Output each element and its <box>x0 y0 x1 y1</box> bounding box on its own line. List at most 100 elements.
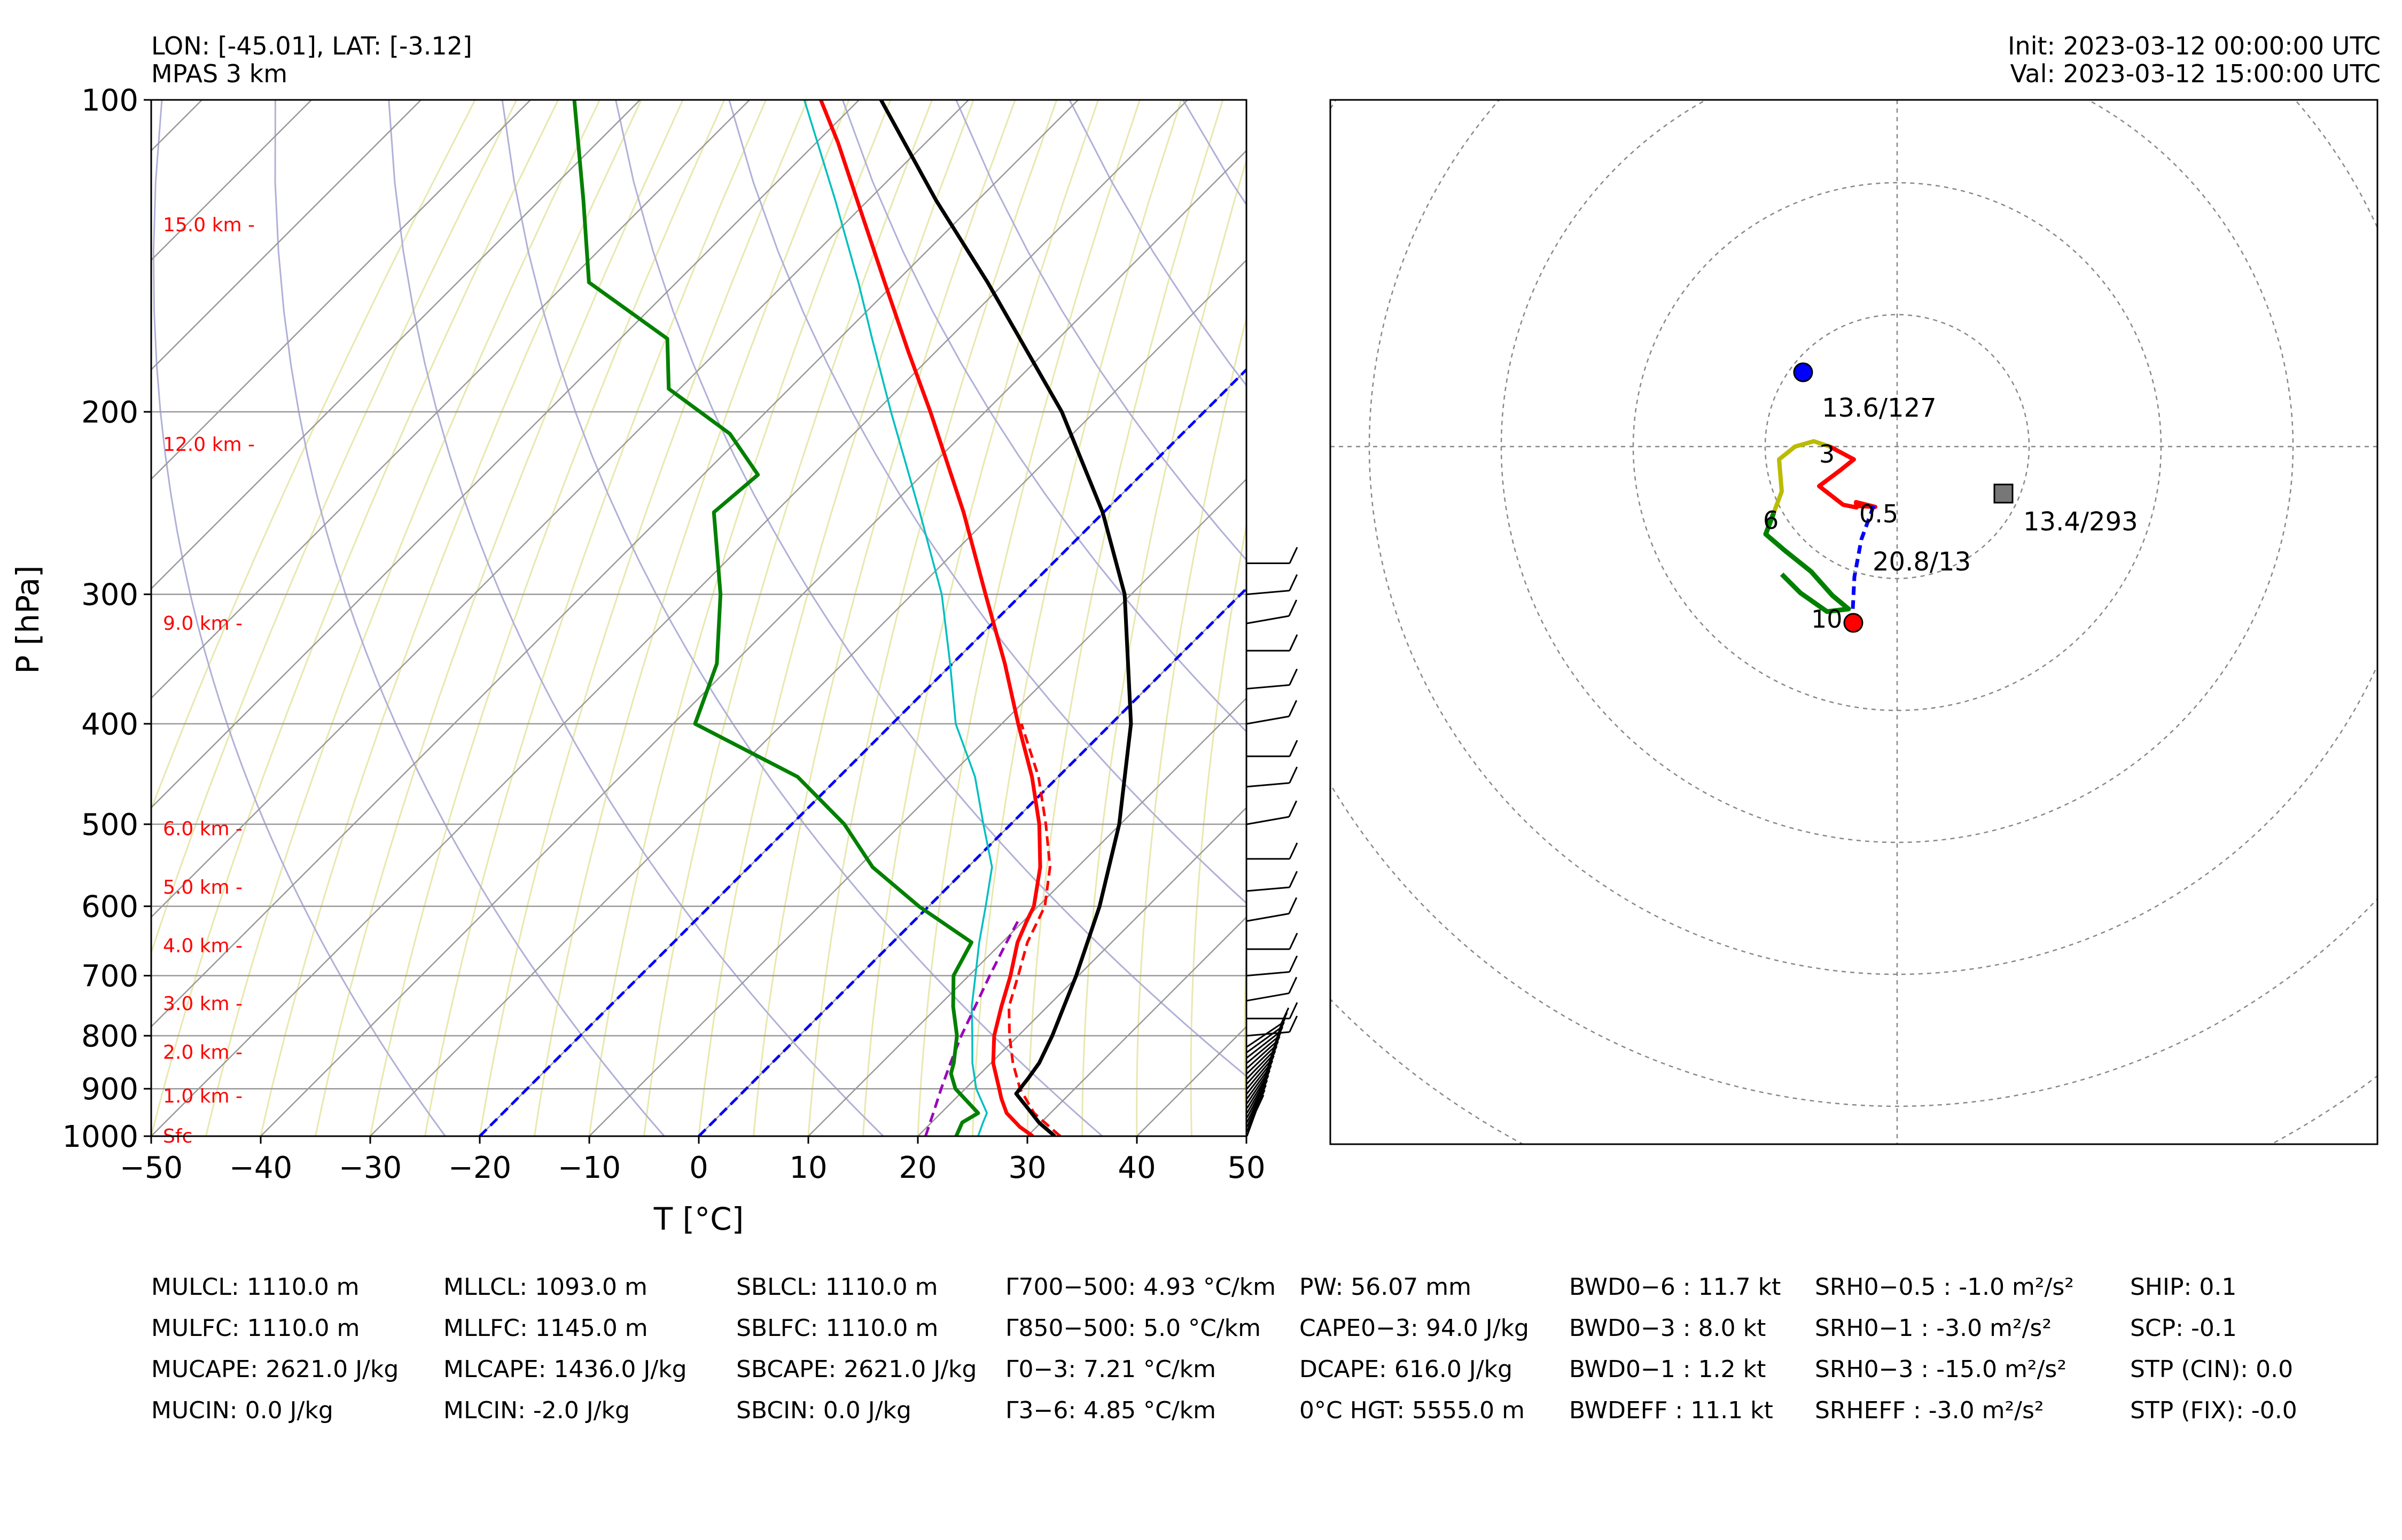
x-tick-label: 20 <box>899 1151 937 1185</box>
x-tick-label: 30 <box>1008 1151 1046 1185</box>
moist-adiabat-line <box>1506 100 1597 1136</box>
y-tick-label: 100 <box>81 83 138 118</box>
index-lapse-3-6: Γ3−6: 4.85 °C/km <box>1005 1397 1216 1424</box>
wind-barb-shaft <box>1246 1057 1272 1084</box>
moist-adiabat-line <box>1351 100 1472 1136</box>
wind-barb-shaft <box>1246 971 1290 976</box>
wind-barb-shaft <box>1246 715 1290 725</box>
hodograph-6-10km-trace <box>1763 512 1851 614</box>
wind-barb-flag <box>1289 634 1298 651</box>
wind-barb-flag <box>1261 1070 1271 1087</box>
indices-column: PW: 56.07 mm CAPE0−3: 94.0 J/kg DCAPE: 6… <box>1299 1271 1529 1436</box>
indices-column: SRH0−0.5 : -1.0 m²/s² SRH0−1 : -3.0 m²/s… <box>1815 1271 2074 1436</box>
wind-barb-flag <box>1259 1080 1268 1097</box>
moist-adiabat-line <box>698 100 974 1136</box>
moist-adiabat-line <box>1190 521 1246 1136</box>
wind-barb-flag <box>1289 574 1298 591</box>
moist-adiabat-line <box>1244 930 1246 1136</box>
dry-adiabat-line <box>1182 100 1246 206</box>
dry-adiabat-line <box>274 100 665 1136</box>
dry-adiabat-line <box>1069 100 1246 387</box>
moist-adiabat-line <box>1026 100 1224 1136</box>
moist-adiabat-line <box>972 100 1182 1136</box>
x-tick-label: −30 <box>339 1151 402 1185</box>
y-tick-label: 500 <box>81 808 138 842</box>
height-label: 2.0 km - <box>163 1042 243 1064</box>
left-mover-marker <box>1793 362 1813 382</box>
height-label: 15.0 km - <box>163 214 255 236</box>
hodograph-3-6km-trace <box>1772 439 1831 514</box>
wind-barb-shaft <box>1246 1031 1290 1037</box>
x-tick-label: 50 <box>1227 1151 1265 1185</box>
x-tick-label: 10 <box>789 1151 827 1185</box>
index-lapse-700-500: Γ700−500: 4.93 °C/km <box>1005 1273 1276 1301</box>
index-pw: PW: 56.07 mm <box>1299 1273 1471 1301</box>
wind-barb-flag <box>1289 1002 1298 1019</box>
index-sblfc: SBLFC: 1110.0 m <box>736 1315 939 1342</box>
index-mucin: MUCIN: 0.0 J/kg <box>151 1397 333 1424</box>
moist-adiabat-line <box>1754 100 1805 1136</box>
location-label: LON: [-45.01], LAT: [-3.12] <box>151 32 472 60</box>
index-sbcin: SBCIN: 0.0 J/kg <box>736 1397 911 1424</box>
skewt-profiles <box>572 100 1133 1136</box>
height-label: 3.0 km - <box>163 993 243 1015</box>
wind-barbs <box>1246 546 1298 1137</box>
hodograph-annotation: 20.8/13 <box>1873 547 1971 577</box>
hodograph-height-label: 3 <box>1819 440 1835 468</box>
x-tick-label: −40 <box>229 1151 292 1185</box>
hodograph-annotation: 13.4/293 <box>2023 507 2138 537</box>
wind-barb-flag <box>1288 599 1298 616</box>
index-mucape: MUCAPE: 2621.0 J/kg <box>151 1356 399 1383</box>
init-time-label: Init: 2023-03-12 00:00:00 UTC <box>2007 32 2381 60</box>
highlight-isotherm-line <box>479 368 1246 1136</box>
wind-barb-flag <box>1258 1084 1267 1102</box>
wind-barb-shaft <box>1246 912 1290 922</box>
wind-barb-shaft <box>1246 782 1290 788</box>
index-mlcin: MLCIN: -2.0 J/kg <box>443 1397 630 1424</box>
wind-barb-shaft <box>1246 886 1290 892</box>
moist-adiabat-line <box>1136 315 1246 1136</box>
y-tick-label: 200 <box>81 395 138 430</box>
moist-adiabat-line <box>1944 100 2013 1136</box>
moist-adiabat-line <box>151 100 476 812</box>
wind-barb-shaft <box>1246 684 1290 690</box>
x-axis-label: T [°C] <box>653 1201 744 1237</box>
isotherm-line <box>151 100 1188 1136</box>
index-dcape: DCAPE: 616.0 J/kg <box>1299 1356 1513 1383</box>
index-srh-eff: SRHEFF : -3.0 m²/s² <box>1815 1397 2044 1424</box>
y-tick-label: 800 <box>81 1019 138 1054</box>
x-tick-label: 40 <box>1118 1151 1156 1185</box>
indices-column: Γ700−500: 4.93 °C/km Γ850−500: 5.0 °C/km… <box>1005 1271 1276 1436</box>
valid-time-label: Val: 2023-03-12 15:00:00 UTC <box>2010 59 2381 88</box>
moist-adiabat-line <box>753 100 1016 1136</box>
index-srh-0-1: SRH0−1 : -3.0 m²/s² <box>1815 1315 2052 1342</box>
moist-adiabat-line <box>479 100 808 1136</box>
index-sbcape: SBCAPE: 2621.0 J/kg <box>736 1356 977 1383</box>
moist-adiabat-line <box>862 100 1099 1136</box>
dry-adiabat-line <box>955 100 1246 561</box>
dry-adiabat-line <box>615 100 1246 1077</box>
index-bwd-0-3: BWD0−3 : 8.0 kt <box>1569 1315 1766 1342</box>
hodograph-height-label: 10 <box>1811 605 1843 634</box>
wind-barb-flag <box>1260 1075 1269 1092</box>
wind-barb-flag <box>1280 1007 1290 1025</box>
height-label: 6.0 km - <box>163 818 243 840</box>
hodograph-height-label: 0.5 <box>1859 499 1898 528</box>
wind-barb-flag <box>1289 842 1298 859</box>
x-tick-label: −20 <box>448 1151 511 1185</box>
index-bwd-0-1: BWD0−1 : 1.2 kt <box>1569 1356 1766 1383</box>
moist-adiabat-line <box>643 100 933 1136</box>
wind-barb-shaft <box>1246 1100 1259 1128</box>
isotherm-line <box>151 100 860 809</box>
isotherm-line <box>917 807 1246 1136</box>
moist-adiabat-line <box>1898 100 1959 1136</box>
height-label: 1.0 km - <box>163 1085 243 1107</box>
wind-barb-flag <box>1288 800 1298 817</box>
moist-adiabat-line <box>1706 100 1763 1136</box>
wind-barb-shaft <box>1246 1081 1265 1109</box>
moist-adiabat-line <box>424 100 767 1136</box>
hodograph-ring <box>973 0 2402 1370</box>
index-mllfc: MLLFC: 1145.0 m <box>443 1315 648 1342</box>
height-label: 12.0 km - <box>163 434 255 456</box>
